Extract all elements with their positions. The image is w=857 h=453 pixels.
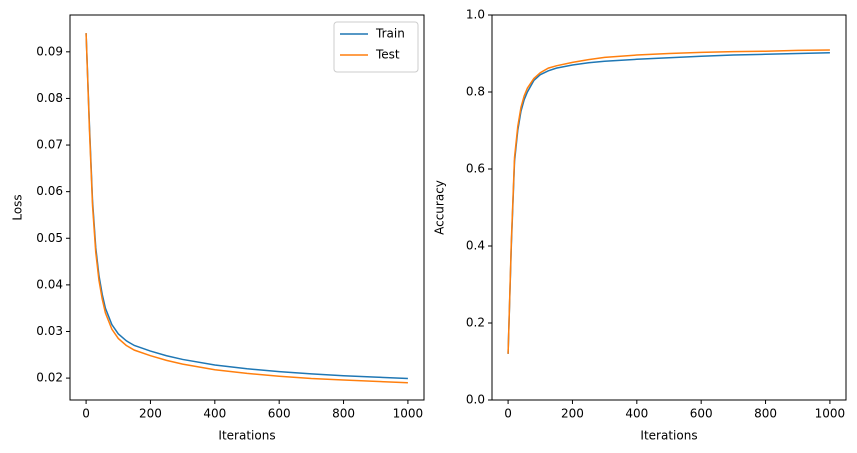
y-tick-label: 0.06 <box>36 184 63 198</box>
x-tick-label: 400 <box>625 407 648 421</box>
data-line <box>85 33 408 380</box>
x-tick-label: 600 <box>268 407 291 421</box>
plot-frame <box>69 14 425 401</box>
data-line <box>85 33 408 384</box>
x-tick-label: 600 <box>690 407 713 421</box>
x-axis-label: Iterations <box>218 429 275 443</box>
y-tick-label: 0.8 <box>466 85 485 99</box>
y-tick-label: 0.4 <box>466 239 485 253</box>
y-tick-label: 0.08 <box>36 91 63 105</box>
y-tick-label: 0.04 <box>36 277 63 291</box>
data-line <box>507 49 830 354</box>
x-tick-label: 1000 <box>393 407 424 421</box>
y-tick-label: 0.03 <box>36 324 63 338</box>
y-tick-label: 0.6 <box>466 162 485 176</box>
x-tick-label: 800 <box>754 407 777 421</box>
y-tick-label: 0.2 <box>466 316 485 330</box>
x-tick-label: 200 <box>139 407 162 421</box>
x-tick-label: 1000 <box>815 407 846 421</box>
legend-label: Test <box>375 48 400 62</box>
y-tick-label: 0.09 <box>36 44 63 58</box>
x-axis-label: Iterations <box>640 429 697 443</box>
x-tick-label: 800 <box>332 407 355 421</box>
y-tick-label: 1.0 <box>466 8 485 22</box>
x-tick-label: 400 <box>203 407 226 421</box>
x-tick-label: 200 <box>561 407 584 421</box>
y-tick-label: 0.0 <box>466 393 485 407</box>
legend-label: Train <box>375 27 405 41</box>
y-axis-label: Loss <box>11 194 25 220</box>
y-tick-label: 0.02 <box>36 371 63 385</box>
y-tick-label: 0.05 <box>36 231 63 245</box>
x-tick-label: 0 <box>504 407 512 421</box>
data-line <box>507 51 830 354</box>
plot-frame <box>491 14 847 401</box>
y-tick-label: 0.07 <box>36 138 63 152</box>
x-tick-label: 0 <box>82 407 90 421</box>
y-axis-label: Accuracy <box>433 180 447 235</box>
